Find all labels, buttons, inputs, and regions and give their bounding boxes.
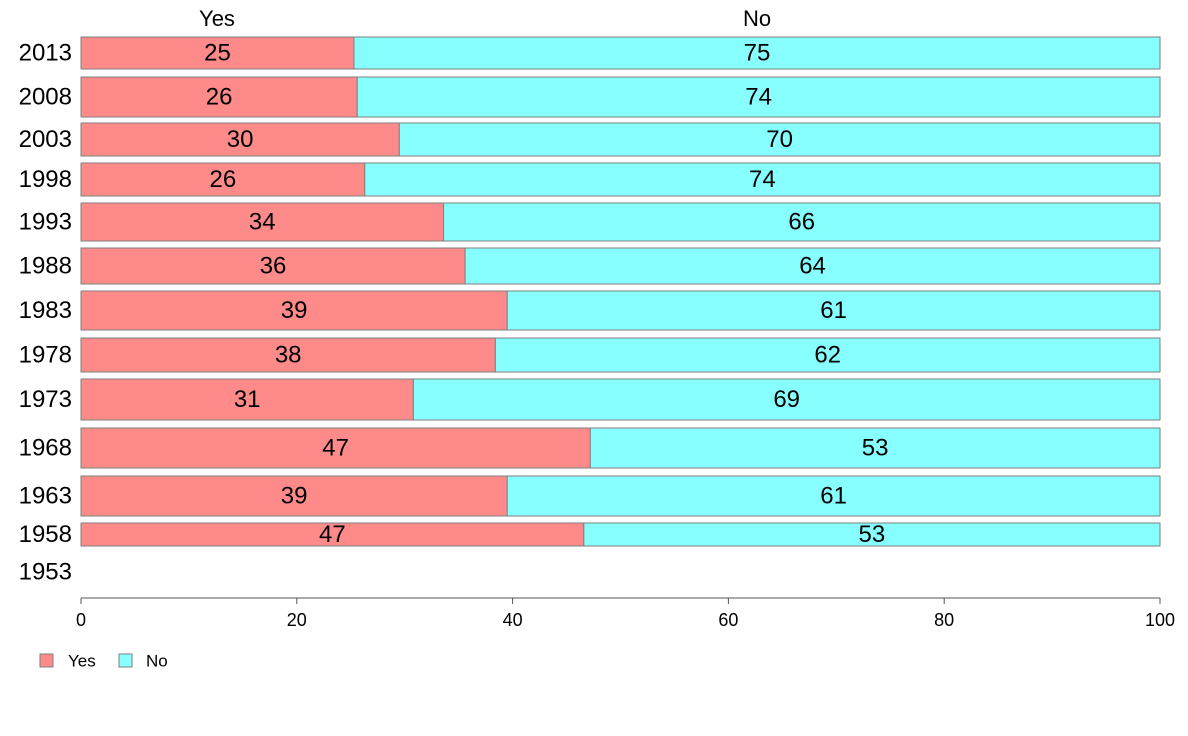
bar-value-label: 74 bbox=[749, 166, 776, 193]
year-label: 1968 bbox=[19, 435, 72, 462]
bar-value-label: 64 bbox=[799, 253, 826, 280]
year-label: 2013 bbox=[19, 40, 72, 67]
bar-segment-yes bbox=[80, 122, 400, 157]
bar-value-label: 62 bbox=[814, 342, 841, 369]
bar-segment-yes bbox=[80, 36, 355, 70]
bar-segment-yes bbox=[80, 427, 591, 469]
bar-value-label: 34 bbox=[249, 209, 276, 236]
bar-segment-no bbox=[356, 76, 1161, 118]
bar-segment-yes bbox=[80, 290, 508, 331]
year-label: 1958 bbox=[19, 521, 72, 548]
bar-value-label: 74 bbox=[745, 84, 772, 111]
bar-value-label: 70 bbox=[766, 126, 793, 153]
bar-segment-no bbox=[464, 247, 1161, 285]
column-header-yes: Yes bbox=[199, 6, 235, 31]
x-tick-label: 40 bbox=[503, 610, 523, 630]
bar-value-label: 30 bbox=[227, 126, 254, 153]
year-label: 1973 bbox=[19, 386, 72, 413]
x-axis: 0 20 40 60 80 100 bbox=[76, 597, 1175, 630]
bar-value-label: 53 bbox=[862, 435, 889, 462]
bar-segment-yes bbox=[80, 202, 445, 242]
column-header-no: No bbox=[743, 6, 771, 31]
legend: Yes No bbox=[39, 652, 168, 671]
year-labels: 2013 2008 2003 1998 1993 1988 1983 1978 1973 1968… bbox=[19, 40, 72, 586]
x-tick-label: 20 bbox=[287, 610, 307, 630]
bar-value-label: 38 bbox=[275, 342, 302, 369]
bar-value-label: 36 bbox=[260, 253, 287, 280]
bar-segment-no bbox=[398, 122, 1161, 157]
bar-value-label: 61 bbox=[820, 483, 847, 510]
bar-segment-no bbox=[412, 378, 1161, 421]
bar-value-label: 31 bbox=[234, 386, 261, 413]
x-tick-label: 60 bbox=[718, 610, 738, 630]
year-label: 1953 bbox=[19, 559, 72, 586]
bar-segment-yes bbox=[80, 162, 366, 197]
bar-segment-no bbox=[353, 36, 1161, 70]
bar-value-label: 47 bbox=[322, 435, 349, 462]
legend-swatch-no bbox=[118, 653, 133, 668]
year-label: 1978 bbox=[19, 342, 72, 369]
bar-value-label: 26 bbox=[210, 166, 237, 193]
bar-value-label: 25 bbox=[204, 40, 231, 67]
bar-segment-yes bbox=[80, 475, 508, 517]
x-tick-label: 100 bbox=[1145, 610, 1175, 630]
year-label: 1963 bbox=[19, 483, 72, 510]
column-headers: Yes No bbox=[199, 6, 771, 31]
year-label: 1993 bbox=[19, 209, 72, 236]
bars-group: 25 75 26 74 30 70 26 74 34 66 36 64 39 61 38 62 31 69 47 53… bbox=[80, 36, 1161, 548]
bar-segment-no bbox=[364, 162, 1161, 197]
bar-segment-no bbox=[506, 475, 1161, 517]
year-label: 1998 bbox=[19, 166, 72, 193]
bar-value-label: 61 bbox=[820, 297, 847, 324]
bar-value-label: 26 bbox=[206, 84, 233, 111]
year-label: 1988 bbox=[19, 253, 72, 280]
bar-segment-no bbox=[443, 202, 1161, 242]
bar-value-label: 39 bbox=[281, 297, 308, 324]
bar-segment-yes bbox=[80, 378, 414, 421]
year-label: 1983 bbox=[19, 297, 72, 324]
legend-label-yes: Yes bbox=[68, 652, 96, 671]
bar-value-label: 53 bbox=[859, 521, 886, 548]
bar-segment-no bbox=[506, 290, 1161, 331]
bar-value-label: 39 bbox=[281, 483, 308, 510]
legend-label-no: No bbox=[146, 652, 168, 671]
bar-value-label: 75 bbox=[744, 40, 771, 67]
bar-segment-no bbox=[583, 522, 1161, 547]
year-label: 2003 bbox=[19, 126, 72, 153]
x-tick-label: 80 bbox=[934, 610, 954, 630]
legend-swatch-yes bbox=[39, 653, 54, 668]
year-label: 2008 bbox=[19, 84, 72, 111]
bar-value-label: 66 bbox=[788, 209, 815, 236]
bar-segment-no bbox=[589, 427, 1161, 469]
bar-segment-yes bbox=[80, 76, 358, 118]
x-tick-label: 0 bbox=[76, 610, 86, 630]
bar-value-label: 47 bbox=[319, 521, 346, 548]
bar-segment-no bbox=[494, 337, 1161, 373]
bar-value-label: 69 bbox=[773, 386, 800, 413]
